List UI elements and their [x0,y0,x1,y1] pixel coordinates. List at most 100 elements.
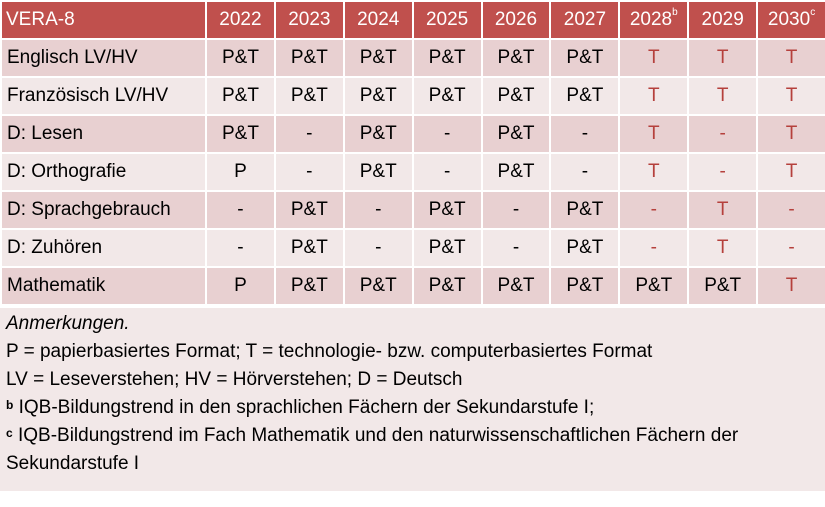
row-label: Französisch LV/HV [0,76,207,116]
table-cell: P&T [549,266,621,306]
table-row: D: Lesen P&T - P&T - P&T - T - T [0,114,825,154]
table-cell: - [618,228,690,268]
table-cell: T [687,38,759,78]
table-cell: T [756,266,825,306]
table-cell: T [687,76,759,116]
table-cell: P&T [205,38,276,78]
table-cell: P&T [549,76,621,116]
year-label: 2030 [767,9,811,30]
table-cell: - [205,228,276,268]
table-cell: T [756,152,825,192]
year-header-2028: 2028b [618,0,690,40]
table-cell: P&T [273,228,345,268]
table-cell: P&T [480,152,552,192]
year-header-2030: 2030c [756,0,825,40]
table-cell: - [205,190,276,230]
table-cell: P&T [549,38,621,78]
table-row: Französisch LV/HV P&T P&T P&T P&T P&T P&T T T T [0,76,825,116]
year-header-2022: 2022 [205,0,276,40]
table-cell: T [618,152,690,192]
table-row: Mathematik P P&T P&T P&T P&T P&T P&T P&T T [0,266,825,306]
table-cell: T [687,228,759,268]
table-cell: P&T [411,38,483,78]
row-label: D: Sprachgebrauch [0,190,207,230]
table-title: VERA-8 [0,0,207,40]
year-header-2027: 2027 [549,0,621,40]
notes-section: Anmerkungen. P = papierbasiertes Format;… [0,306,825,491]
year-header-2026: 2026 [480,0,552,40]
footnote-b-text: IQB-Bildungstrend in den sprachlichen Fä… [13,397,595,418]
table-row: D: Orthografie P - P&T - P&T - T - T [0,152,825,192]
year-label: 2028 [629,9,673,30]
footnote-c: c IQB-Bildungstrend im Fach Mathematik u… [6,422,819,478]
year-footnote-marker: b [672,7,678,18]
year-label: 2023 [288,9,331,30]
table-cell: P&T [687,266,759,306]
table-cell: P&T [411,190,483,230]
table-cell: P&T [342,152,414,192]
table-cell: P&T [480,266,552,306]
table-cell: - [342,228,414,268]
table-cell: P&T [411,228,483,268]
table-cell: - [273,114,345,154]
table-row: D: Zuhören - P&T - P&T - P&T - T - [0,228,825,268]
footnote-c-text: IQB-Bildungstrend im Fach Mathematik und… [6,425,739,474]
year-label: 2027 [563,9,607,30]
table-cell: T [756,38,825,78]
table-cell: - [618,190,690,230]
table-row: Englisch LV/HV P&T P&T P&T P&T P&T P&T T T T [0,38,825,78]
year-label: 2029 [701,9,744,30]
year-header-2024: 2024 [342,0,414,40]
table-row: D: Sprachgebrauch - P&T - P&T - P&T - T - [0,190,825,230]
table-cell: - [756,190,825,230]
table-cell: P [205,266,276,306]
table-cell: P&T [205,114,276,154]
table-cell: P&T [480,114,552,154]
table-cell: - [549,152,621,192]
year-header-2029: 2029 [687,0,759,40]
table-cell: P&T [273,190,345,230]
year-label: 2026 [494,9,538,30]
year-label: 2025 [425,9,469,30]
row-label: Mathematik [0,266,207,306]
table-cell: P&T [411,76,483,116]
table-cell: - [411,114,483,154]
table-cell: P&T [549,190,621,230]
row-label: Englisch LV/HV [0,38,207,78]
table-cell: P&T [273,38,345,78]
notes-title: Anmerkungen. [6,313,130,334]
row-label: D: Zuhören [0,228,207,268]
table-cell: T [756,114,825,154]
table-cell: P&T [549,228,621,268]
table-cell: T [756,76,825,116]
table-cell: - [756,228,825,268]
table-cell: P&T [342,38,414,78]
table-cell: - [687,152,759,192]
year-footnote-marker: c [810,7,816,18]
table-cell: P&T [342,76,414,116]
table-cell: P&T [411,266,483,306]
table-cell: P&T [480,38,552,78]
header-row: VERA-8 2022 2023 2024 2025 2026 2027 2028b 2029… [0,0,825,40]
row-label: D: Orthografie [0,152,207,192]
table-cell: - [687,114,759,154]
table-cell: - [273,152,345,192]
table-cell: - [480,190,552,230]
notes-line-abbreviations: LV = Leseverstehen; HV = Hörverstehen; D… [6,369,463,390]
year-label: 2022 [219,9,262,30]
footnote-c-marker: c [6,426,13,440]
row-label: D: Lesen [0,114,207,154]
table-cell: T [618,114,690,154]
table-cell: P&T [342,114,414,154]
table-cell: - [480,228,552,268]
table-cell: P&T [273,76,345,116]
footnote-b-marker: b [6,398,14,412]
year-header-2023: 2023 [273,0,345,40]
vera-schedule-table: VERA-8 2022 2023 2024 2025 2026 2027 2028b 2029… [0,0,825,306]
notes-line-format: P = papierbasiertes Format; T = technolo… [6,341,653,362]
table-cell: - [411,152,483,192]
table-cell: - [342,190,414,230]
table-cell: P [205,152,276,192]
year-label: 2024 [357,9,400,30]
table-cell: - [549,114,621,154]
